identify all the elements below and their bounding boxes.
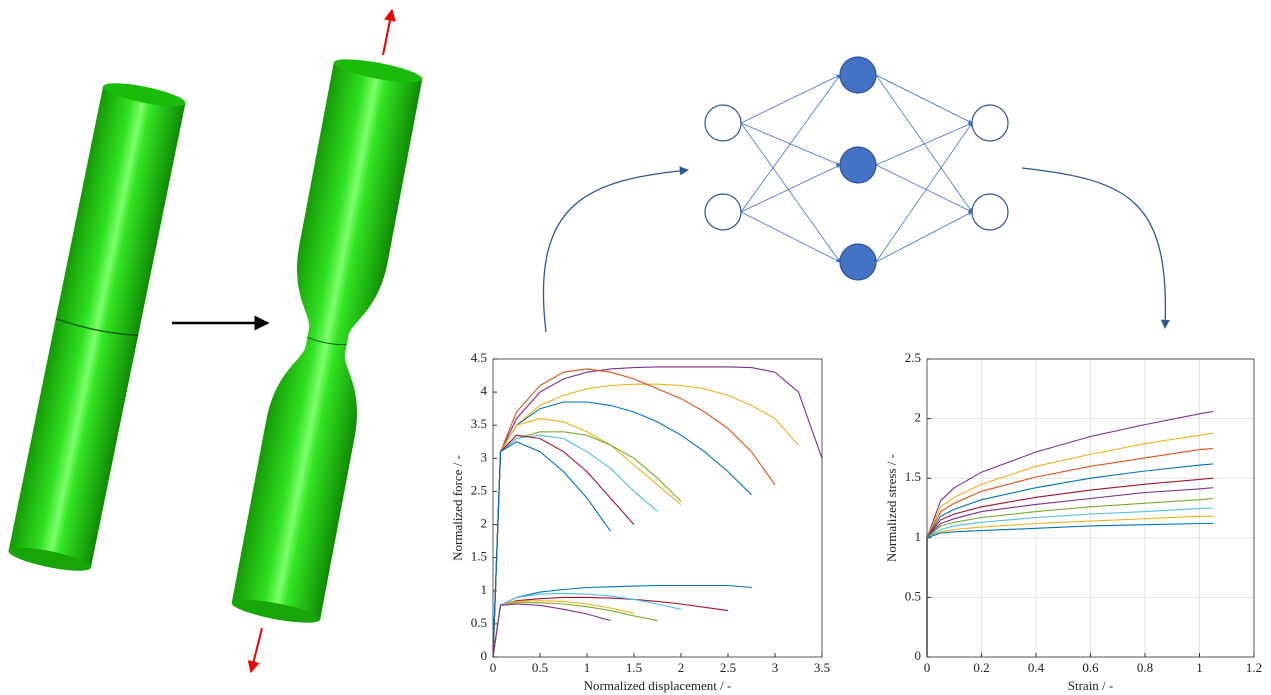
x-tick-label: 1.2 xyxy=(1246,660,1262,675)
necked-specimen xyxy=(230,55,424,628)
figure: 0 0.5 1 1.5 2 2.5 3 3.5 4 4.5 0 0.5 1 1.5 2 2.5 3 3.5 Norm… xyxy=(0,0,1271,695)
x-tick-label: 0.5 xyxy=(532,660,548,675)
plot-area xyxy=(493,359,822,657)
flow-arrow xyxy=(1022,168,1165,328)
y-tick-label: 1.5 xyxy=(471,549,487,564)
x-tick-label: 3 xyxy=(772,660,779,675)
flow-arrow xyxy=(543,170,688,332)
x-tick-label: 1.5 xyxy=(626,660,642,675)
x-tick-label: 1 xyxy=(1196,660,1203,675)
y-tick-label: 2.5 xyxy=(471,482,487,497)
x-axis-label: Strain / - xyxy=(1068,678,1114,693)
specimen xyxy=(7,79,187,576)
y-tick-label: 1 xyxy=(915,529,922,544)
x-tick-label: 1 xyxy=(584,660,591,675)
x-tick-label: 0.8 xyxy=(1137,660,1153,675)
y-tick-label: 0.5 xyxy=(471,615,487,630)
y-tick-label: 2 xyxy=(915,410,922,425)
chart: 0 0.5 1 1.5 2 2.5 0 0.2 0.4 0.6 0.8 1 1.2 Strain / - N… xyxy=(884,350,1262,693)
y-tick-label: 1.5 xyxy=(905,469,921,484)
x-tick-label: 2 xyxy=(678,660,685,675)
y-tick-label: 0 xyxy=(915,648,922,663)
network-nodes xyxy=(705,57,1008,280)
y-tick-label: 4.5 xyxy=(471,350,487,365)
chart: 0 0.5 1 1.5 2 2.5 3 3.5 4 4.5 0 0.5 1 1.5 2 2.5 3 3.5 Norm… xyxy=(450,350,830,693)
x-tick-label: 0 xyxy=(924,660,931,675)
y-tick-label: 0.5 xyxy=(905,588,921,603)
y-tick-label: 2.5 xyxy=(905,350,921,365)
x-tick-label: 0 xyxy=(490,660,497,675)
y-tick-label: 0 xyxy=(481,648,488,663)
y-tick-label: 3 xyxy=(481,449,488,464)
y-tick-label: 3.5 xyxy=(471,416,487,431)
x-tick-label: 0.2 xyxy=(973,660,989,675)
x-tick-label: 0.6 xyxy=(1082,660,1099,675)
y-tick-label: 1 xyxy=(481,582,488,597)
y-tick-label: 4 xyxy=(481,383,488,398)
x-axis-label: Normalized displacement / - xyxy=(584,678,732,693)
y-axis-label: Normalized stress / - xyxy=(884,454,899,562)
x-tick-label: 0.4 xyxy=(1028,660,1045,675)
force-arrow xyxy=(383,10,392,55)
x-tick-label: 2.5 xyxy=(720,660,736,675)
force-arrow xyxy=(251,628,262,672)
y-tick-label: 2 xyxy=(481,516,488,531)
y-axis-label: Normalized force / - xyxy=(450,455,465,561)
x-tick-label: 3.5 xyxy=(814,660,830,675)
